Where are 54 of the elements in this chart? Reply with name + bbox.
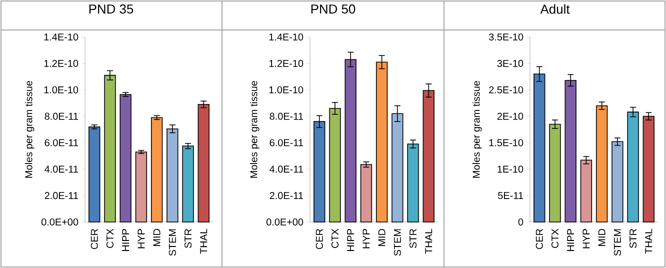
y-tick-label: 4.0E-11 — [270, 166, 304, 173]
x-tick-label: CER — [316, 228, 323, 250]
x-tick-label: STEM — [394, 229, 401, 256]
y-tick-label: 6.0E-11 — [270, 139, 304, 146]
y-tick-label: 1E-10 — [498, 166, 524, 173]
x-tick-label: HIPP — [347, 229, 354, 251]
x-tick-label: THAL — [645, 228, 652, 254]
y-tick-label: 1.0E-10 — [269, 86, 304, 94]
y-tick-label: 2E-10 — [497, 112, 524, 120]
x-tick-label: THAL — [425, 228, 432, 254]
y-tick-label: 1.4E-10 — [269, 33, 304, 41]
x-tick-label: CER — [536, 228, 543, 250]
x-tick-label: MID — [378, 228, 386, 246]
y-tick-label: 3E-10 — [497, 60, 524, 67]
x-tick-label: HYP — [582, 229, 590, 248]
y-tick-label: 2.0E-11 — [44, 192, 78, 200]
y-tick-label: 6.0E-11 — [44, 139, 78, 146]
y-tick-label: 4.0E-11 — [44, 166, 78, 173]
y-axis-title: Moles per gram tissue — [24, 80, 34, 178]
x-tick-label: MID — [153, 228, 160, 246]
y-tick-label: 1.2E-10 — [44, 60, 78, 67]
y-tick-label: 2.0E-11 — [270, 192, 304, 200]
x-tick-label: STR — [410, 228, 417, 248]
x-tick-label: STR — [184, 228, 192, 248]
x-tick-label: HYP — [138, 229, 145, 248]
x-tick-label: CTX — [551, 228, 559, 248]
x-tick-label: HYP — [362, 229, 370, 248]
x-tick-label: THAL — [200, 228, 208, 254]
x-tick-label: HIPP — [567, 229, 574, 251]
y-tick-label: 0.0E+00 — [266, 218, 304, 226]
y-tick-label: 2.5E-10 — [489, 86, 524, 94]
y-tick-label: 5E-11 — [498, 192, 524, 200]
y-tick-label: 1.2E-10 — [269, 60, 304, 67]
x-tick-label: MID — [598, 228, 606, 246]
y-tick-label: 8.0E-11 — [44, 112, 78, 120]
x-tick-label: STEM — [168, 229, 176, 256]
y-tick-label: 3.5E-10 — [488, 33, 524, 41]
x-tick-label: STEM — [614, 229, 621, 256]
y-tick-label: 0.0E+00 — [41, 218, 78, 226]
y-tick-label: 1.5E-10 — [489, 139, 524, 146]
x-tick-label: STR — [630, 228, 637, 248]
x-tick-label: CER — [90, 228, 98, 250]
x-tick-label: HIPP — [122, 229, 130, 251]
y-tick-label: 1.4E-10 — [44, 33, 78, 41]
x-tick-label: CTX — [331, 228, 339, 248]
y-axis-title: Moles per gram tissue — [472, 80, 482, 178]
y-axis-title: Moles per gram tissue — [250, 80, 260, 178]
y-tick-label: 8.0E-11 — [270, 112, 304, 120]
chart-title: PND 50 — [311, 4, 356, 14]
chart-title: PND 35 — [89, 4, 134, 14]
x-tick-label: CTX — [106, 228, 114, 248]
y-tick-label: 1.0E-10 — [44, 86, 78, 94]
chart-title: Adult — [540, 4, 570, 14]
y-tick-label: 0 — [518, 218, 524, 226]
